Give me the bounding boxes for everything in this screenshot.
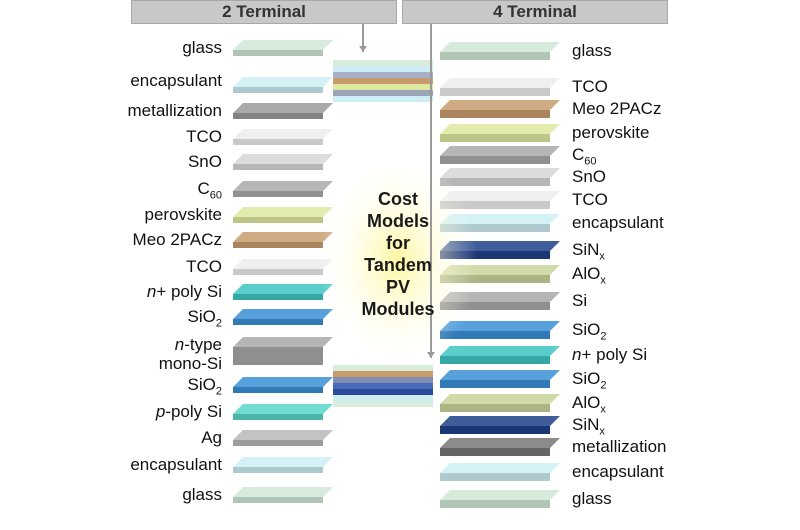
arrow-four-terminal-head <box>427 352 435 358</box>
bottom-assembly-band-4 <box>333 389 433 395</box>
left-layer-label-9: n+ poly Si <box>146 282 222 301</box>
right-layer-label-1: TCO <box>572 77 608 96</box>
left-layer-label-16: glass <box>182 485 222 504</box>
bottom-assembly-band-2 <box>333 377 433 383</box>
right-layer-label-18: glass <box>572 489 612 508</box>
left-layer-3 <box>233 129 333 145</box>
right-layer-1 <box>440 78 560 96</box>
bottom-assembly-band-6 <box>333 401 433 407</box>
left-layer-label-4: SnO <box>187 152 222 171</box>
header-two-terminal: 2 Terminal <box>131 0 397 24</box>
right-layer-label-11: SiO2 <box>572 320 607 343</box>
left-layer-label-3: TCO <box>186 127 222 146</box>
right-layer-label-12: n+ poly Si <box>572 345 648 364</box>
right-layer-label-8: SiNx <box>572 240 605 263</box>
right-layer-4 <box>440 146 560 164</box>
right-layer-label-15: SiNx <box>572 415 605 438</box>
left-layer-5 <box>233 181 333 197</box>
left-layer-label-12: SiO2 <box>187 375 222 398</box>
right-layer-12 <box>440 346 560 364</box>
right-layer-3 <box>440 124 560 142</box>
right-layer-16 <box>440 438 560 456</box>
top-assembly-band-1 <box>333 66 433 72</box>
left-layer-label-6: perovskite <box>144 205 222 224</box>
right-layer-13 <box>440 370 560 388</box>
center-title-line-1: Models <box>366 211 429 231</box>
left-layer-12 <box>233 377 333 393</box>
center-title-line-2: for <box>386 233 410 253</box>
right-layer-label-0: glass <box>572 41 612 60</box>
left-layer-10 <box>233 309 333 325</box>
right-layer-label-4: C60 <box>572 145 597 168</box>
top-assembly-band-4 <box>333 84 433 90</box>
left-layer-label-15: encapsulant <box>130 455 222 474</box>
left-layer-6 <box>233 207 333 223</box>
right-layer-label-5: SnO <box>572 167 607 186</box>
left-layer-label-7: Meo 2PACz <box>132 230 222 249</box>
left-layer-1 <box>233 77 333 93</box>
left-layer-2 <box>233 103 333 119</box>
left-layer-15 <box>233 457 333 473</box>
left-layer-label-13: p-poly Si <box>155 402 222 421</box>
left-layer-16 <box>233 487 333 503</box>
left-layer-label-1: encapsulant <box>130 71 222 90</box>
top-assembly-band-0 <box>333 60 433 66</box>
right-layer-label-3: perovskite <box>572 123 650 142</box>
arrow-two-terminal-head <box>359 46 367 52</box>
left-layer-label-8: TCO <box>186 257 222 276</box>
right-layer-2 <box>440 100 560 118</box>
center-title: Cost Models for Tandem PV Modules <box>346 188 450 320</box>
right-layer-5 <box>440 168 560 186</box>
right-layer-label-17: encapsulant <box>572 462 664 481</box>
top-assembly-band-3 <box>333 78 433 84</box>
right-layer-label-2: Meo 2PACz <box>572 99 662 118</box>
left-layer-label-14: Ag <box>201 428 222 447</box>
right-layer-0 <box>440 42 560 60</box>
right-layer-label-16: metallization <box>572 437 667 456</box>
center-title-line-5: Modules <box>361 299 435 319</box>
right-layer-6 <box>440 191 560 209</box>
left-layer-label-2: metallization <box>127 101 223 120</box>
right-layer-14 <box>440 394 560 412</box>
left-layer-label-10: SiO2 <box>187 307 222 330</box>
bottom-assembly-band-3 <box>333 383 433 389</box>
left-layer-8 <box>233 259 333 275</box>
left-layer-14 <box>233 430 333 446</box>
left-layer-label-0: glass <box>182 38 222 57</box>
left-layer-7 <box>233 232 333 248</box>
left-layer-4 <box>233 154 333 170</box>
right-layer-label-13: SiO2 <box>572 369 607 392</box>
right-layer-17 <box>440 463 560 481</box>
left-layer-13 <box>233 404 333 420</box>
top-assembly-band-5 <box>333 90 433 96</box>
right-layer-label-6: TCO <box>572 190 608 209</box>
right-layer-label-14: AlOx <box>572 393 606 416</box>
right-layer-label-7: encapsulant <box>572 213 664 232</box>
left-layer-9 <box>233 284 333 300</box>
center-title-line-0: Cost <box>378 189 418 209</box>
right-layer-label-9: AlOx <box>572 264 606 287</box>
left-layer-label-5: C60 <box>197 179 222 202</box>
top-assembly-band-2 <box>333 72 433 78</box>
right-layer-11 <box>440 321 560 339</box>
left-layer-label-11: n-type mono-Si <box>158 335 222 373</box>
center-glow <box>318 150 478 370</box>
right-layer-15 <box>440 416 560 434</box>
right-layer-18 <box>440 490 560 508</box>
center-title-line-4: PV <box>385 277 410 297</box>
bottom-assembly-band-5 <box>333 395 433 401</box>
center-title-line-3: Tandem <box>364 255 432 275</box>
bottom-assembly-band-1 <box>333 371 433 377</box>
top-assembly-band-6 <box>333 96 433 102</box>
right-layer-label-10: Si <box>572 291 588 310</box>
left-layer-0 <box>233 40 333 56</box>
header-four-terminal: 4 Terminal <box>402 0 668 24</box>
left-layer-11 <box>233 337 333 365</box>
